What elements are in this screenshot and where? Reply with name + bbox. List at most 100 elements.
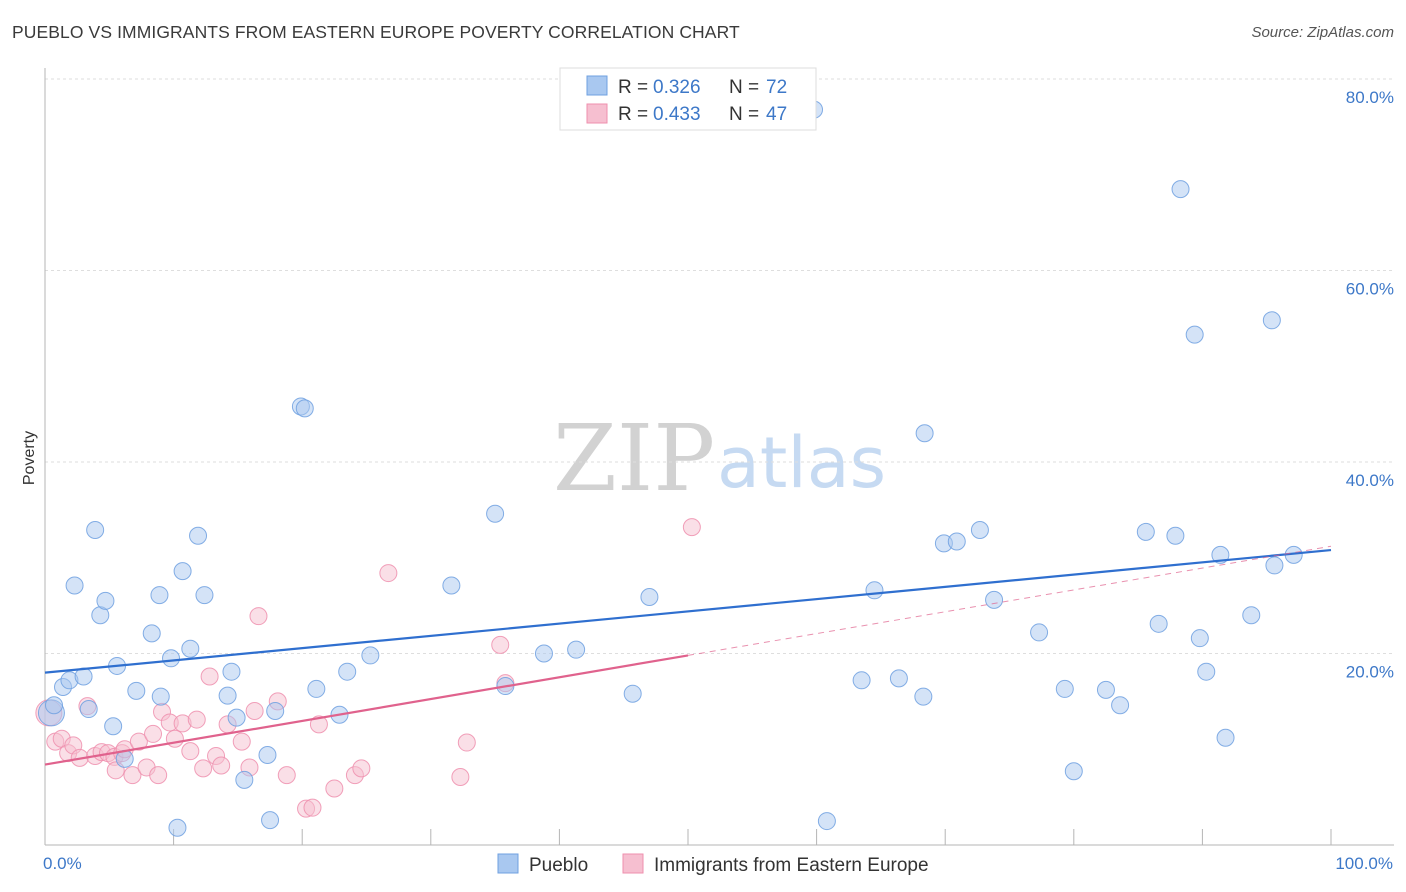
immigrants-point [682,518,701,537]
x-tick-label: 100.0% [1335,854,1393,873]
immigrants-point [212,756,231,775]
immigrants-point [303,798,322,817]
pueblo-point [150,586,169,605]
x-tick-labels: 0.0% 100.0% [43,854,1393,873]
y-tick-label: 60.0% [1346,280,1394,299]
pueblo-point [1216,728,1235,747]
legend-bottom-label-pueblo: Pueblo [529,855,588,876]
pueblo-point [173,562,192,581]
pueblo-point [181,639,200,658]
pueblo-point [307,679,326,698]
pueblo-point [915,424,934,443]
legend-r-value-immigrants: 0.433 [653,104,701,125]
watermark-atlas: atlas [717,422,886,504]
immigrants-point [277,766,296,785]
legend-n-label-immigrants: N = [729,104,759,125]
legend-bottom-swatch-pueblo [497,853,519,874]
immigrants-point [123,766,142,785]
immigrants-points [35,518,701,818]
immigrants-point [187,710,206,729]
pueblo-point [104,717,123,736]
pueblo-point [151,687,170,706]
pueblo-point [1149,614,1168,633]
pueblo-point [222,662,241,681]
trend-lines [44,545,1332,766]
pueblo-point [227,708,246,727]
pueblo-point [1136,522,1155,541]
legend-r-label-pueblo: R = [618,77,648,98]
pueblo-point [817,812,836,831]
immigrants-point [194,759,213,778]
pueblo-point [1030,623,1049,642]
y-tick-label: 20.0% [1346,663,1394,682]
pueblo-point [189,526,208,545]
pueblo-point [1064,762,1083,781]
pueblo-point [258,745,277,764]
pueblo-point [1242,606,1261,625]
immigrants-point [491,635,510,654]
legend-n-value-pueblo: 72 [766,77,787,98]
pueblo-point [865,581,884,600]
immigrants-trend-line [44,654,689,766]
pueblo-point [442,576,461,595]
immigrants-point [451,768,470,787]
pueblo-point [266,701,285,720]
pueblo-point [947,532,966,551]
legend-n-value-immigrants: 47 [766,104,787,125]
immigrants-point [325,779,344,798]
pueblo-point [195,586,214,605]
pueblo-point [45,696,64,715]
legend-stats: R = 0.326 N = 72 R = 0.433 N = 47 [559,67,817,131]
immigrants-point [309,715,328,734]
legend-swatch-immigrants [586,103,608,124]
watermark-zip: ZIP [553,405,715,512]
pueblo-point [914,687,933,706]
pueblo-point [1197,662,1216,681]
pueblo-point [534,644,553,663]
pueblo-point [852,671,871,690]
x-tick-label: 0.0% [43,854,82,873]
immigrants-point [249,607,268,626]
immigrants-point [144,724,163,743]
immigrants-point [129,732,148,751]
pueblo-point [96,591,115,610]
immigrants-point [245,701,264,720]
pueblo-point [79,700,98,719]
immigrants-point [379,564,398,583]
legend-bottom-label-immigrants: Immigrants from Eastern Europe [654,855,929,876]
pueblo-point [1055,679,1074,698]
y-tick-label: 80.0% [1346,88,1394,107]
immigrants-point [232,732,251,751]
legend-series: Pueblo Immigrants from Eastern Europe [497,853,929,876]
pueblo-point [65,576,84,595]
watermark: ZIP atlas [553,405,886,512]
pueblo-point [970,520,989,539]
pueblo-point [168,818,187,837]
pueblo-point [127,681,146,700]
immigrants-point [181,742,200,761]
pueblo-trend-line [44,548,1332,674]
pueblo-point [1171,180,1190,199]
grid [45,78,1394,654]
immigrants-point [200,667,219,686]
legend-r-value-pueblo: 0.326 [653,77,701,98]
immigrants-point [165,729,184,748]
pueblo-point [1190,629,1209,648]
pueblo-point [86,520,105,539]
pueblo-point [486,504,505,523]
legend-r-label-immigrants: R = [618,104,648,125]
legend-n-label-pueblo: N = [729,77,759,98]
pueblo-point [1166,526,1185,545]
immigrants-point [149,766,168,785]
y-axis-label: Poverty [21,431,38,485]
legend-swatch-pueblo [586,75,608,96]
pueblo-point [295,399,314,418]
pueblo-point [142,624,161,643]
pueblo-points [37,100,1303,837]
y-tick-labels: 20.0% 40.0% 60.0% 80.0% [1346,88,1394,682]
pueblo-point [985,590,1004,609]
pueblo-point [338,662,357,681]
legend-bottom-swatch-immigrants [622,853,644,874]
immigrants-point [352,759,371,778]
